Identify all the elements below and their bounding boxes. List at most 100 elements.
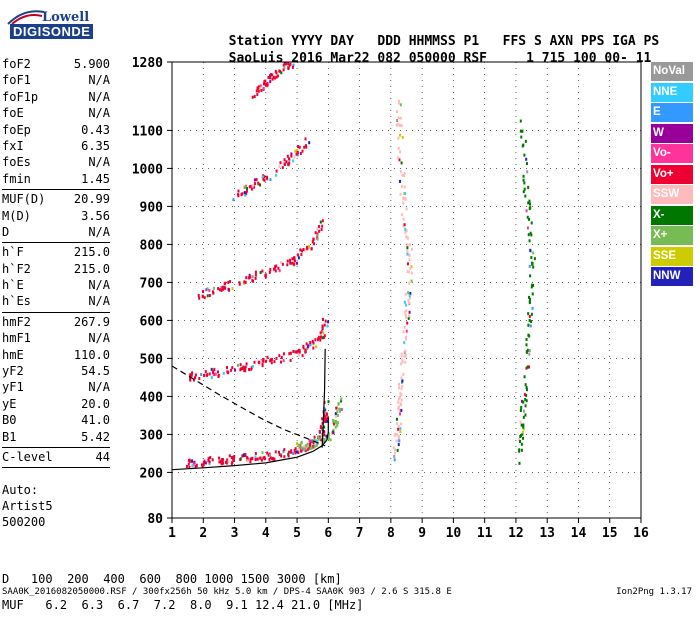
y-tick-label: 1000 <box>132 162 163 177</box>
echo-point <box>313 435 316 439</box>
header-label-pps: PPS <box>580 34 605 49</box>
echo-point <box>327 320 330 324</box>
echo-point <box>524 397 527 401</box>
echo-point <box>245 276 248 280</box>
echo-point <box>244 193 247 197</box>
echo-point <box>304 444 307 448</box>
echo-point <box>526 215 529 219</box>
echo-point <box>187 462 190 466</box>
echo-point <box>304 348 307 352</box>
echo-point <box>231 461 234 465</box>
logo-lowell-text: Lowell <box>42 10 90 25</box>
echo-point <box>395 422 398 426</box>
echo-point <box>198 377 201 381</box>
echo-point <box>305 342 308 346</box>
legend-entry: W <box>651 123 693 143</box>
echo-point <box>403 325 406 329</box>
echo-point <box>258 87 261 91</box>
x-tick-label: 7 <box>356 526 364 541</box>
echo-point <box>332 428 335 432</box>
echo-point <box>524 194 527 198</box>
echo-point <box>403 354 406 358</box>
echo-point <box>522 409 525 413</box>
echo-point <box>237 189 240 193</box>
echo-point <box>338 407 341 411</box>
echo-point <box>301 354 304 358</box>
echo-point <box>269 76 272 80</box>
echo-point <box>200 463 203 467</box>
echo-point <box>251 275 254 279</box>
echo-point <box>337 413 340 417</box>
echo-point <box>530 312 533 316</box>
echo-point <box>520 423 523 427</box>
echo-point <box>200 373 203 377</box>
echo-point <box>325 434 328 438</box>
echo-point <box>289 358 292 362</box>
echo-point <box>410 271 413 275</box>
echo-point <box>249 457 252 461</box>
echo-point <box>286 259 289 263</box>
echo-point <box>408 243 411 247</box>
fitted-curve <box>321 348 326 448</box>
echo-point <box>266 451 269 455</box>
echo-point <box>220 286 223 290</box>
echo-point <box>528 349 531 353</box>
echo-point <box>263 178 266 182</box>
auto-line: Artist5 <box>2 499 53 513</box>
echo-point <box>224 281 227 285</box>
auto-line: 500200 <box>2 515 46 529</box>
echo-point <box>289 261 292 265</box>
echo-point <box>405 335 408 339</box>
echo-point <box>210 375 213 379</box>
echo-point <box>280 360 283 364</box>
echo-point <box>268 270 271 274</box>
echo-point <box>283 158 286 162</box>
echo-point <box>259 183 262 187</box>
echo-point <box>263 82 266 86</box>
muf-row: MUF 6.2 6.3 6.7 7.2 8.0 9.1 12.4 21.0 [M… <box>2 599 363 612</box>
echo-point <box>261 364 264 368</box>
echo-point <box>194 465 197 469</box>
param-value: 3.56 <box>81 208 110 223</box>
echo-point <box>243 191 246 195</box>
echo-point <box>292 159 295 163</box>
param-value: 1.45 <box>81 171 110 186</box>
echo-point <box>205 288 208 292</box>
echo-point <box>327 400 330 404</box>
echo-point <box>262 357 265 361</box>
echo-point <box>239 457 242 461</box>
muf-value: 12.4 <box>255 598 284 612</box>
echo-point <box>218 460 221 464</box>
echo-point <box>528 365 531 369</box>
echo-point <box>401 184 404 188</box>
echo-point <box>525 386 528 390</box>
echo-point <box>521 430 524 434</box>
param-row: h`F 215.0 <box>2 244 110 260</box>
echo-point <box>280 356 283 360</box>
echo-point <box>303 448 306 452</box>
y-tick-label: 500 <box>140 352 164 367</box>
echo-point <box>207 459 210 463</box>
echo-point <box>397 99 400 103</box>
echo-point <box>307 344 310 348</box>
echo-point <box>525 399 528 403</box>
param-value: N/A <box>88 380 110 395</box>
echo-point <box>245 191 248 195</box>
echo-point <box>248 185 251 189</box>
echo-point <box>525 350 528 354</box>
echo-point <box>294 149 297 153</box>
logo-swoosh-icon <box>7 10 45 25</box>
echo-point <box>252 279 255 283</box>
series-trace <box>232 137 311 202</box>
echo-point <box>206 294 209 298</box>
echo-point <box>522 174 525 178</box>
echo-point <box>528 314 531 318</box>
echo-point <box>251 184 254 188</box>
echo-point <box>278 269 281 273</box>
echo-point <box>299 248 302 252</box>
echo-point <box>521 432 524 436</box>
echo-point <box>321 417 324 421</box>
param-row: C-level 44 <box>2 449 110 465</box>
echo-point <box>222 461 225 465</box>
echo-point <box>269 267 272 271</box>
